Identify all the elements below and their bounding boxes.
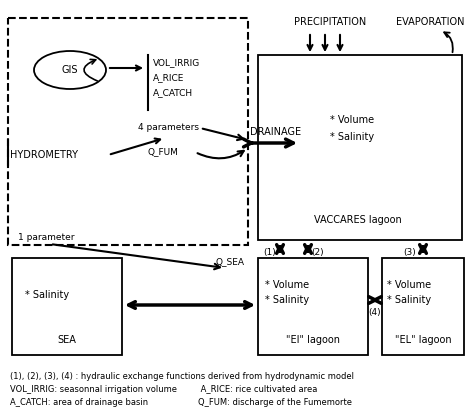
Text: "EI" lagoon: "EI" lagoon xyxy=(286,335,340,345)
Text: * Volume: * Volume xyxy=(330,115,374,125)
Text: A_RICE: A_RICE xyxy=(153,74,185,82)
Text: 4 parameters: 4 parameters xyxy=(138,123,199,132)
Bar xyxy=(382,258,464,355)
Text: A_CATCH: area of drainage basin                   Q_FUM: discharge of the Fumemo: A_CATCH: area of drainage basin Q_FUM: d… xyxy=(10,398,352,407)
Bar xyxy=(12,258,122,355)
Text: (2): (2) xyxy=(312,247,324,257)
Text: * Salinity: * Salinity xyxy=(265,295,309,305)
Text: PRECIPITATION: PRECIPITATION xyxy=(294,17,366,27)
Text: HYDROMETRY: HYDROMETRY xyxy=(10,150,78,160)
Text: (1): (1) xyxy=(264,247,277,257)
Text: (4): (4) xyxy=(369,309,381,318)
Text: * Volume: * Volume xyxy=(387,280,431,290)
Text: VOL_IRRIG: seasonnal irrigation volume         A_RICE: rice cultivated area: VOL_IRRIG: seasonnal irrigation volume A… xyxy=(10,385,317,394)
Text: (1), (2), (3), (4) : hydraulic exchange functions derived from hydrodynamic mode: (1), (2), (3), (4) : hydraulic exchange … xyxy=(10,372,354,381)
Text: Q_FUM: Q_FUM xyxy=(148,147,179,157)
Text: VOL_IRRIG: VOL_IRRIG xyxy=(153,58,200,68)
Bar xyxy=(258,55,462,240)
Text: 1 parameter: 1 parameter xyxy=(18,234,75,242)
Text: (3): (3) xyxy=(404,247,416,257)
Text: VACCARES lagoon: VACCARES lagoon xyxy=(314,215,402,225)
Ellipse shape xyxy=(34,51,106,89)
Bar xyxy=(8,18,248,245)
Text: GIS: GIS xyxy=(62,65,78,75)
Text: * Salinity: * Salinity xyxy=(25,290,69,300)
Text: * Volume: * Volume xyxy=(265,280,309,290)
Text: EVAPORATION: EVAPORATION xyxy=(396,17,464,27)
Text: SEA: SEA xyxy=(58,335,76,345)
Text: A_CATCH: A_CATCH xyxy=(153,89,193,97)
Text: "EL" lagoon: "EL" lagoon xyxy=(395,335,451,345)
Text: * Salinity: * Salinity xyxy=(330,132,374,142)
Bar xyxy=(258,258,368,355)
Text: Q_SEA: Q_SEA xyxy=(215,257,244,267)
Text: DRAINAGE: DRAINAGE xyxy=(250,127,301,137)
Text: * Salinity: * Salinity xyxy=(387,295,431,305)
